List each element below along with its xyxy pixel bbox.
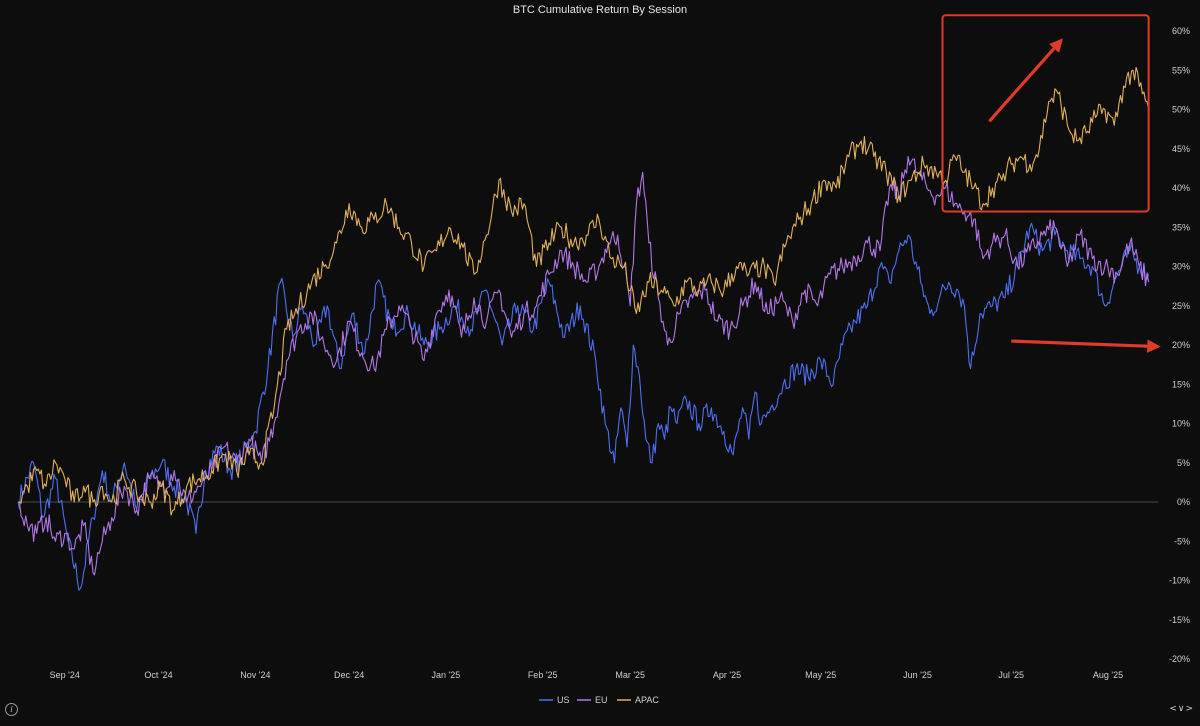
x-tick-label: Aug '25 <box>1093 670 1123 680</box>
legend-item-apac[interactable]: APAC <box>617 695 659 705</box>
y-tick-label: -15% <box>1169 615 1190 625</box>
y-axis: 60% 55% 50% 45% 40% 35% 30% 25% 20% 15% 10% 5% 0% -5%… <box>1169 26 1190 664</box>
legend-item-us[interactable]: US <box>539 695 570 705</box>
x-tick-label: Jun '25 <box>903 670 932 680</box>
annotation-arrow <box>1011 339 1161 353</box>
legend-label-apac: APAC <box>635 695 659 705</box>
y-tick-label: 45% <box>1172 144 1190 154</box>
y-tick-label: 20% <box>1172 340 1190 350</box>
series-line-apac <box>17 66 1150 516</box>
navigation-arrows[interactable]: <∨> <box>1169 704 1194 714</box>
annotation-group <box>941 14 1161 353</box>
y-tick-label: -5% <box>1174 536 1190 546</box>
y-tick-label: 55% <box>1172 65 1190 75</box>
x-tick-label: Apr '25 <box>713 670 741 680</box>
x-tick-label: Mar '25 <box>615 670 645 680</box>
y-tick-label: 0% <box>1177 497 1190 507</box>
x-axis: Sep '24 Oct '24 Nov '24 Dec '24 Jan '25 Feb '… <box>50 670 1123 680</box>
y-tick-label: 35% <box>1172 222 1190 232</box>
y-tick-label: 30% <box>1172 262 1190 272</box>
y-tick-label: 50% <box>1172 105 1190 115</box>
legend-label-us: US <box>557 695 570 705</box>
x-tick-label: May '25 <box>805 670 836 680</box>
legend-label-eu: EU <box>595 695 608 705</box>
x-tick-label: Jul '25 <box>998 670 1024 680</box>
y-tick-label: 5% <box>1177 458 1190 468</box>
series-group <box>17 66 1150 591</box>
highlight-box <box>941 14 1150 213</box>
y-tick-label: 10% <box>1172 419 1190 429</box>
y-tick-label: -10% <box>1169 576 1190 586</box>
x-tick-label: Nov '24 <box>240 670 270 680</box>
x-tick-label: Jan '25 <box>432 670 461 680</box>
x-tick-label: Sep '24 <box>50 670 80 680</box>
legend-item-eu[interactable]: EU <box>577 695 608 705</box>
x-tick-label: Oct '24 <box>144 670 172 680</box>
y-tick-label: 25% <box>1172 301 1190 311</box>
chart-title: BTC Cumulative Return By Session <box>513 4 687 16</box>
x-tick-label: Dec '24 <box>334 670 364 680</box>
y-tick-label: 15% <box>1172 379 1190 389</box>
info-icon[interactable]: i <box>5 703 18 716</box>
series-line-us <box>17 222 1150 591</box>
legend: US EU APAC <box>539 695 659 705</box>
y-tick-label: 40% <box>1172 183 1190 193</box>
y-tick-label: 60% <box>1172 26 1190 36</box>
y-tick-label: -20% <box>1169 654 1190 664</box>
x-tick-label: Feb '25 <box>528 670 558 680</box>
annotation-arrow <box>988 38 1063 123</box>
